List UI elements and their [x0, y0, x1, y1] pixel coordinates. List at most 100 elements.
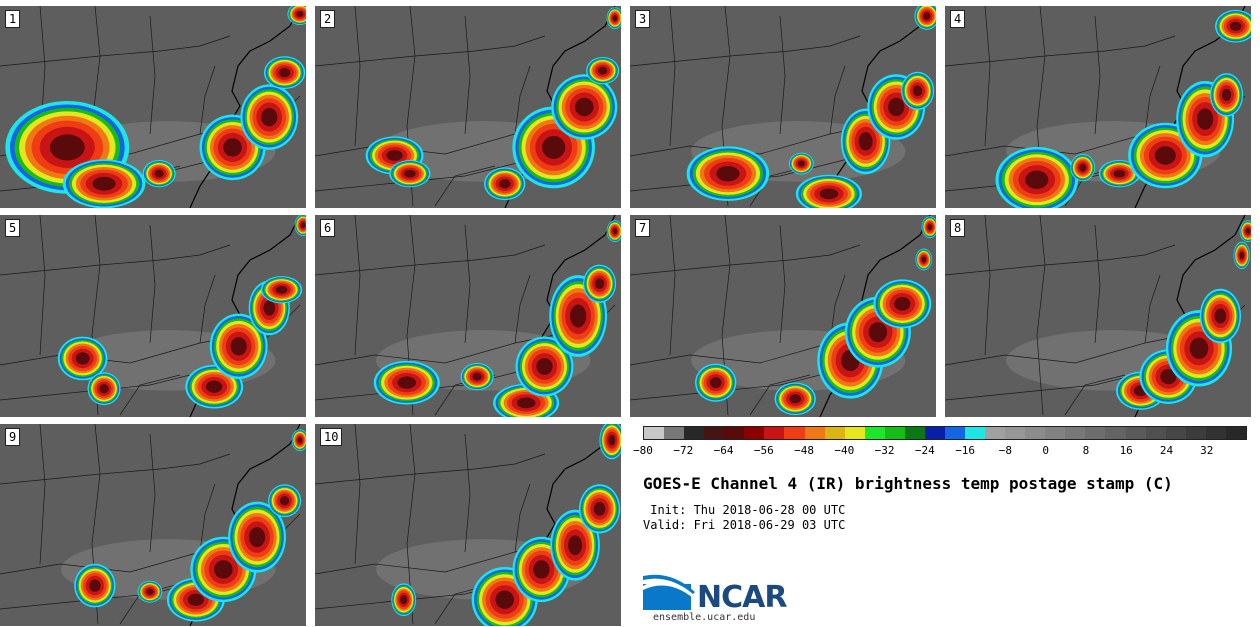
state-border: [0, 50, 161, 67]
ensemble-member-panel: 8: [945, 215, 1251, 417]
convective-cell: [1245, 228, 1251, 235]
convective-cell: [99, 384, 109, 394]
convective-cell: [261, 107, 278, 127]
convective-cell: [297, 437, 303, 444]
colorbar-segment: [904, 427, 925, 439]
member-number-label: 1: [5, 10, 21, 28]
convective-cell: [1154, 146, 1176, 165]
member-number-label: 3: [635, 10, 651, 28]
ir-satellite-map: [630, 6, 936, 208]
convective-cell: [400, 595, 408, 605]
convective-cell: [1214, 308, 1227, 324]
state-border: [1036, 215, 1046, 416]
colorbar-segment: [1065, 427, 1086, 439]
convective-cell: [472, 372, 482, 381]
convective-cell: [819, 188, 839, 200]
state-border: [315, 259, 476, 276]
state-border: [464, 224, 471, 344]
colorbar-segment: [1165, 427, 1186, 439]
state-border: [149, 15, 156, 135]
convective-cell: [608, 434, 616, 446]
state-border: [119, 374, 181, 416]
state-border: [464, 433, 471, 553]
colorbar-ticks: −80 −72 −64 −56 −48 −40 −32 −24 −16 −8 0 8 16 24 32: [633, 444, 1247, 458]
convective-cell: [223, 138, 242, 157]
state-border: [984, 6, 991, 147]
convective-cell: [146, 588, 154, 595]
colorbar-segment: [764, 427, 785, 439]
convective-cell: [1079, 163, 1087, 172]
convective-cell: [279, 496, 290, 506]
state-border: [1094, 224, 1101, 344]
convective-cell: [594, 278, 605, 290]
colorbar-segment: [924, 427, 945, 439]
state-border: [159, 244, 231, 261]
colorbar-tick-label: −56: [753, 444, 774, 457]
colorbar-tick-label: 16: [1119, 444, 1133, 457]
colorbar-tick-label: −64: [713, 444, 734, 457]
ensemble-member-panel: 2: [315, 6, 621, 208]
ensemble-member-panel: 10: [315, 424, 621, 626]
init-time: Init: Thu 2018-06-28 00 UTC: [643, 503, 846, 517]
state-border: [464, 15, 471, 135]
state-border: [315, 50, 476, 67]
colorbar-tick-label: −8: [998, 444, 1013, 457]
colorbar-segment: [985, 427, 1006, 439]
member-number-label: 6: [320, 219, 336, 237]
convective-cell: [1239, 251, 1245, 260]
colorbar-tick-label: −24: [914, 444, 935, 457]
convective-cell: [214, 560, 233, 579]
state-border: [149, 433, 156, 553]
ensemble-member-panel: 6: [315, 215, 621, 417]
colorbar-tick-label: −48: [794, 444, 814, 457]
colorbar-segment: [965, 427, 986, 439]
state-border: [1144, 65, 1161, 135]
convective-cell: [498, 179, 511, 189]
convective-cell: [570, 304, 587, 328]
member-number-label: 8: [950, 219, 966, 237]
convective-cell: [248, 527, 266, 548]
convective-cell: [1160, 368, 1177, 385]
convective-cell: [612, 228, 618, 235]
colorbar-segment: [864, 427, 885, 439]
colorbar-segment: [1045, 427, 1066, 439]
state-border: [514, 65, 531, 135]
figure-title: GOES-E Channel 4 (IR) brightness temp po…: [643, 474, 1173, 493]
colorbar-segment: [824, 427, 845, 439]
convective-cell: [1025, 170, 1049, 189]
state-border: [199, 483, 216, 553]
convective-cell: [568, 535, 583, 556]
state-border: [474, 35, 546, 52]
ir-satellite-map: [630, 215, 936, 417]
convective-cell: [533, 560, 550, 579]
colorbar-segment: [724, 427, 745, 439]
member-number-label: 7: [635, 219, 651, 237]
convective-cell: [542, 135, 566, 159]
convective-cell: [1221, 88, 1232, 102]
state-border: [1064, 374, 1126, 416]
state-border: [149, 224, 156, 344]
colorbar-segment: [1205, 427, 1226, 439]
colorbar-tick-label: −40: [834, 444, 855, 457]
coastline: [819, 6, 931, 208]
state-border: [669, 215, 676, 356]
state-border: [474, 244, 546, 261]
colorbar-tick-label: 32: [1200, 444, 1214, 457]
convective-cell: [716, 165, 740, 182]
state-border: [1104, 35, 1176, 52]
ncar-logo-text: NCAR: [697, 580, 787, 615]
convective-cell: [230, 337, 247, 356]
state-border: [779, 224, 786, 344]
ir-satellite-map: [315, 6, 621, 208]
state-border: [1094, 15, 1101, 135]
convective-cell: [49, 134, 85, 161]
state-border: [945, 50, 1106, 67]
convective-cell: [927, 224, 933, 231]
colorbar-tick-label: 24: [1159, 444, 1174, 457]
ir-satellite-map: [0, 6, 306, 208]
convective-cell: [709, 377, 722, 389]
state-border: [39, 424, 46, 565]
convective-cell: [187, 593, 204, 606]
colorbar-tick-label: 8: [1082, 444, 1090, 457]
ensemble-member-panel: 9: [0, 424, 306, 626]
